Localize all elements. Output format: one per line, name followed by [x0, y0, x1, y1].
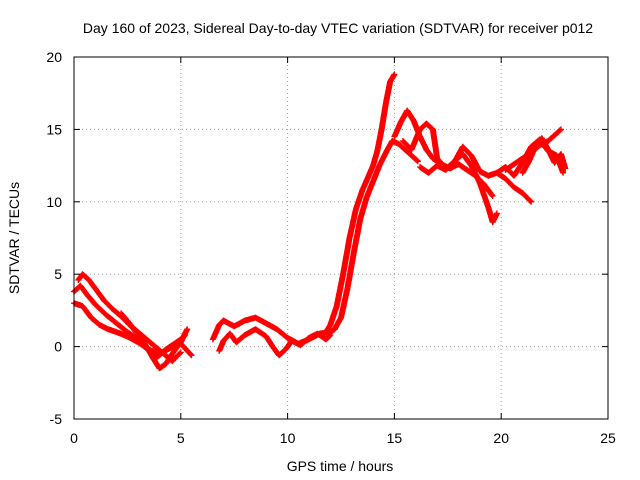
- data-point-markers: [118, 310, 191, 372]
- series-satellite-track-n: [519, 135, 569, 176]
- data-point-markers: [417, 151, 500, 226]
- chart-title: Day 160 of 2023, Sidereal Day-to-day VTE…: [83, 20, 593, 36]
- data-point-markers: [331, 138, 421, 333]
- series-satellite-track-d: [118, 310, 191, 372]
- series-satellite-track-k: [417, 151, 500, 226]
- series-satellite-track-f: [216, 326, 334, 359]
- grid-lines: [74, 57, 608, 419]
- x-tick-label: 25: [600, 430, 616, 446]
- x-tick-label: 0: [70, 430, 78, 446]
- data-point-markers: [323, 71, 398, 336]
- y-tick-label: 20: [46, 49, 62, 65]
- y-tick-label: 10: [46, 194, 62, 210]
- x-tick-label: 5: [177, 430, 185, 446]
- y-tick-label: 0: [54, 339, 62, 355]
- series-satellite-track-g: [323, 71, 398, 336]
- y-tick-label: 15: [46, 121, 62, 137]
- y-axis-title: SDTVAR / TECUs: [6, 182, 22, 294]
- y-tick-label: 5: [54, 266, 62, 282]
- series-satellite-track-h: [331, 138, 421, 333]
- data-point-markers: [216, 326, 334, 359]
- data-point-markers: [519, 135, 569, 176]
- x-tick-label: 15: [387, 430, 403, 446]
- y-tick-label: -5: [50, 411, 63, 427]
- data-points: [71, 71, 569, 372]
- plot-frame: [73, 56, 609, 420]
- x-tick-label: 20: [493, 430, 509, 446]
- x-tick-label: 10: [280, 430, 296, 446]
- x-axis-title: GPS time / hours: [287, 458, 394, 474]
